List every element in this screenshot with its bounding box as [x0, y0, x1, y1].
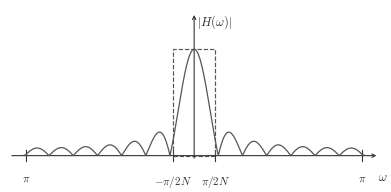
Text: $-\pi/2N$: $-\pi/2N$ [154, 174, 192, 190]
Text: $\pi$: $\pi$ [358, 174, 367, 184]
Bar [173, 49, 215, 156]
Text: $\pi$: $\pi$ [22, 174, 30, 184]
Text: $\omega$: $\omega$ [378, 170, 388, 184]
Text: $\pi/2N$: $\pi/2N$ [201, 174, 230, 190]
Text: $|H(\omega)|$: $|H(\omega)|$ [197, 14, 233, 31]
